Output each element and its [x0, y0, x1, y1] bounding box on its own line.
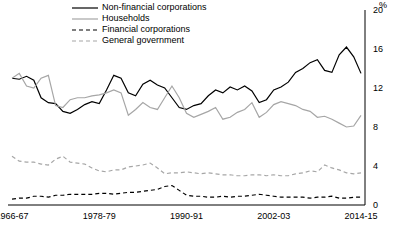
svg-text:8: 8	[373, 122, 378, 132]
svg-text:0: 0	[373, 200, 378, 210]
svg-text:20: 20	[373, 5, 383, 16]
svg-text:2002-03: 2002-03	[257, 211, 290, 221]
svg-text:4: 4	[373, 161, 378, 171]
html-text:Non-financial corporations: Non-financial corporations	[102, 2, 207, 12]
svg-text:1978-79: 1978-79	[83, 211, 116, 221]
html-text:General government: General government	[102, 35, 184, 45]
svg-text:16: 16	[373, 44, 383, 54]
html-text:Households: Households	[102, 13, 150, 23]
svg-text:12: 12	[373, 83, 383, 93]
html-text:Financial corporations: Financial corporations	[102, 24, 190, 34]
svg-text:1990-91: 1990-91	[170, 211, 203, 221]
svg-text:2014-15: 2014-15	[344, 211, 377, 221]
svg-text:1966-67: 1966-67	[8, 211, 29, 221]
